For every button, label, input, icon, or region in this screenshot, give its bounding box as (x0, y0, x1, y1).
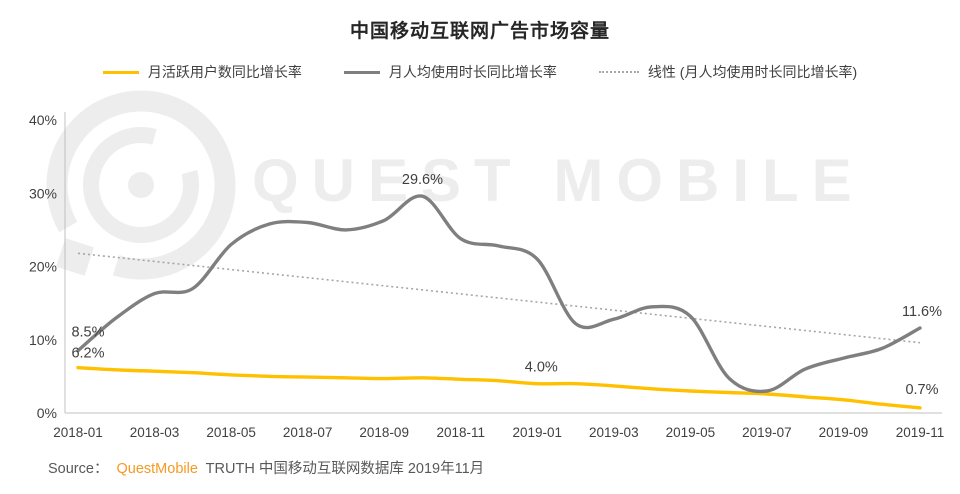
svg-text:2019-11: 2019-11 (896, 425, 945, 440)
svg-text:20%: 20% (29, 259, 57, 275)
legend: 月活跃用户数同比增长率 月人均使用时长同比增长率 线性 (月人均使用时长同比增长… (0, 62, 960, 82)
source-line: Source： QuestMobile TRUTH 中国移动互联网数据库 201… (48, 457, 484, 478)
legend-item-usage-time: 月人均使用时长同比增长率 (343, 62, 557, 82)
svg-text:4.0%: 4.0% (525, 360, 558, 376)
legend-item-mau: 月活跃用户数同比增长率 (102, 62, 302, 82)
legend-item-linear-trend: 线性 (月人均使用时长同比增长率) (598, 62, 858, 82)
svg-text:40%: 40% (29, 112, 57, 128)
line-chart: 0% 10% 20% 30% 40% 2018-01 2018-03 2018-05 2018-… (29, 112, 945, 440)
legend-swatch-dotted-line (598, 71, 639, 73)
legend-swatch-gray-line (343, 70, 380, 74)
source-prefix: Source： (48, 461, 109, 477)
legend-label: 月人均使用时长同比增长率 (388, 64, 557, 80)
svg-text:8.5%: 8.5% (71, 325, 104, 341)
legend-label: 月活跃用户数同比增长率 (147, 64, 302, 80)
svg-text:11.6%: 11.6% (902, 304, 942, 320)
source-brand: QuestMobile (116, 461, 198, 477)
svg-text:2019-03: 2019-03 (589, 425, 639, 440)
svg-text:2019-07: 2019-07 (742, 425, 792, 440)
legend-swatch-yellow-line (102, 70, 139, 74)
svg-text:2019-01: 2019-01 (512, 425, 562, 440)
svg-text:2019-09: 2019-09 (819, 425, 869, 440)
svg-text:10%: 10% (29, 332, 57, 348)
svg-text:2018-01: 2018-01 (53, 425, 103, 440)
svg-text:2018-09: 2018-09 (359, 425, 409, 440)
chart-title: 中国移动互联网广告市场容量 (349, 21, 610, 42)
svg-text:2018-07: 2018-07 (283, 425, 333, 440)
svg-text:30%: 30% (29, 185, 57, 201)
svg-text:0.7%: 0.7% (905, 382, 938, 398)
svg-text:2019-05: 2019-05 (666, 425, 716, 440)
svg-text:0%: 0% (37, 405, 57, 421)
svg-text:2018-11: 2018-11 (436, 425, 485, 440)
svg-text:2018-05: 2018-05 (206, 425, 256, 440)
source-suffix: TRUTH 中国移动互联网数据库 2019年11月 (205, 461, 485, 477)
svg-text:2018-03: 2018-03 (130, 425, 180, 440)
svg-text:29.6%: 29.6% (402, 172, 443, 188)
legend-label: 线性 (月人均使用时长同比增长率) (647, 64, 858, 80)
svg-text:6.2%: 6.2% (71, 346, 104, 362)
